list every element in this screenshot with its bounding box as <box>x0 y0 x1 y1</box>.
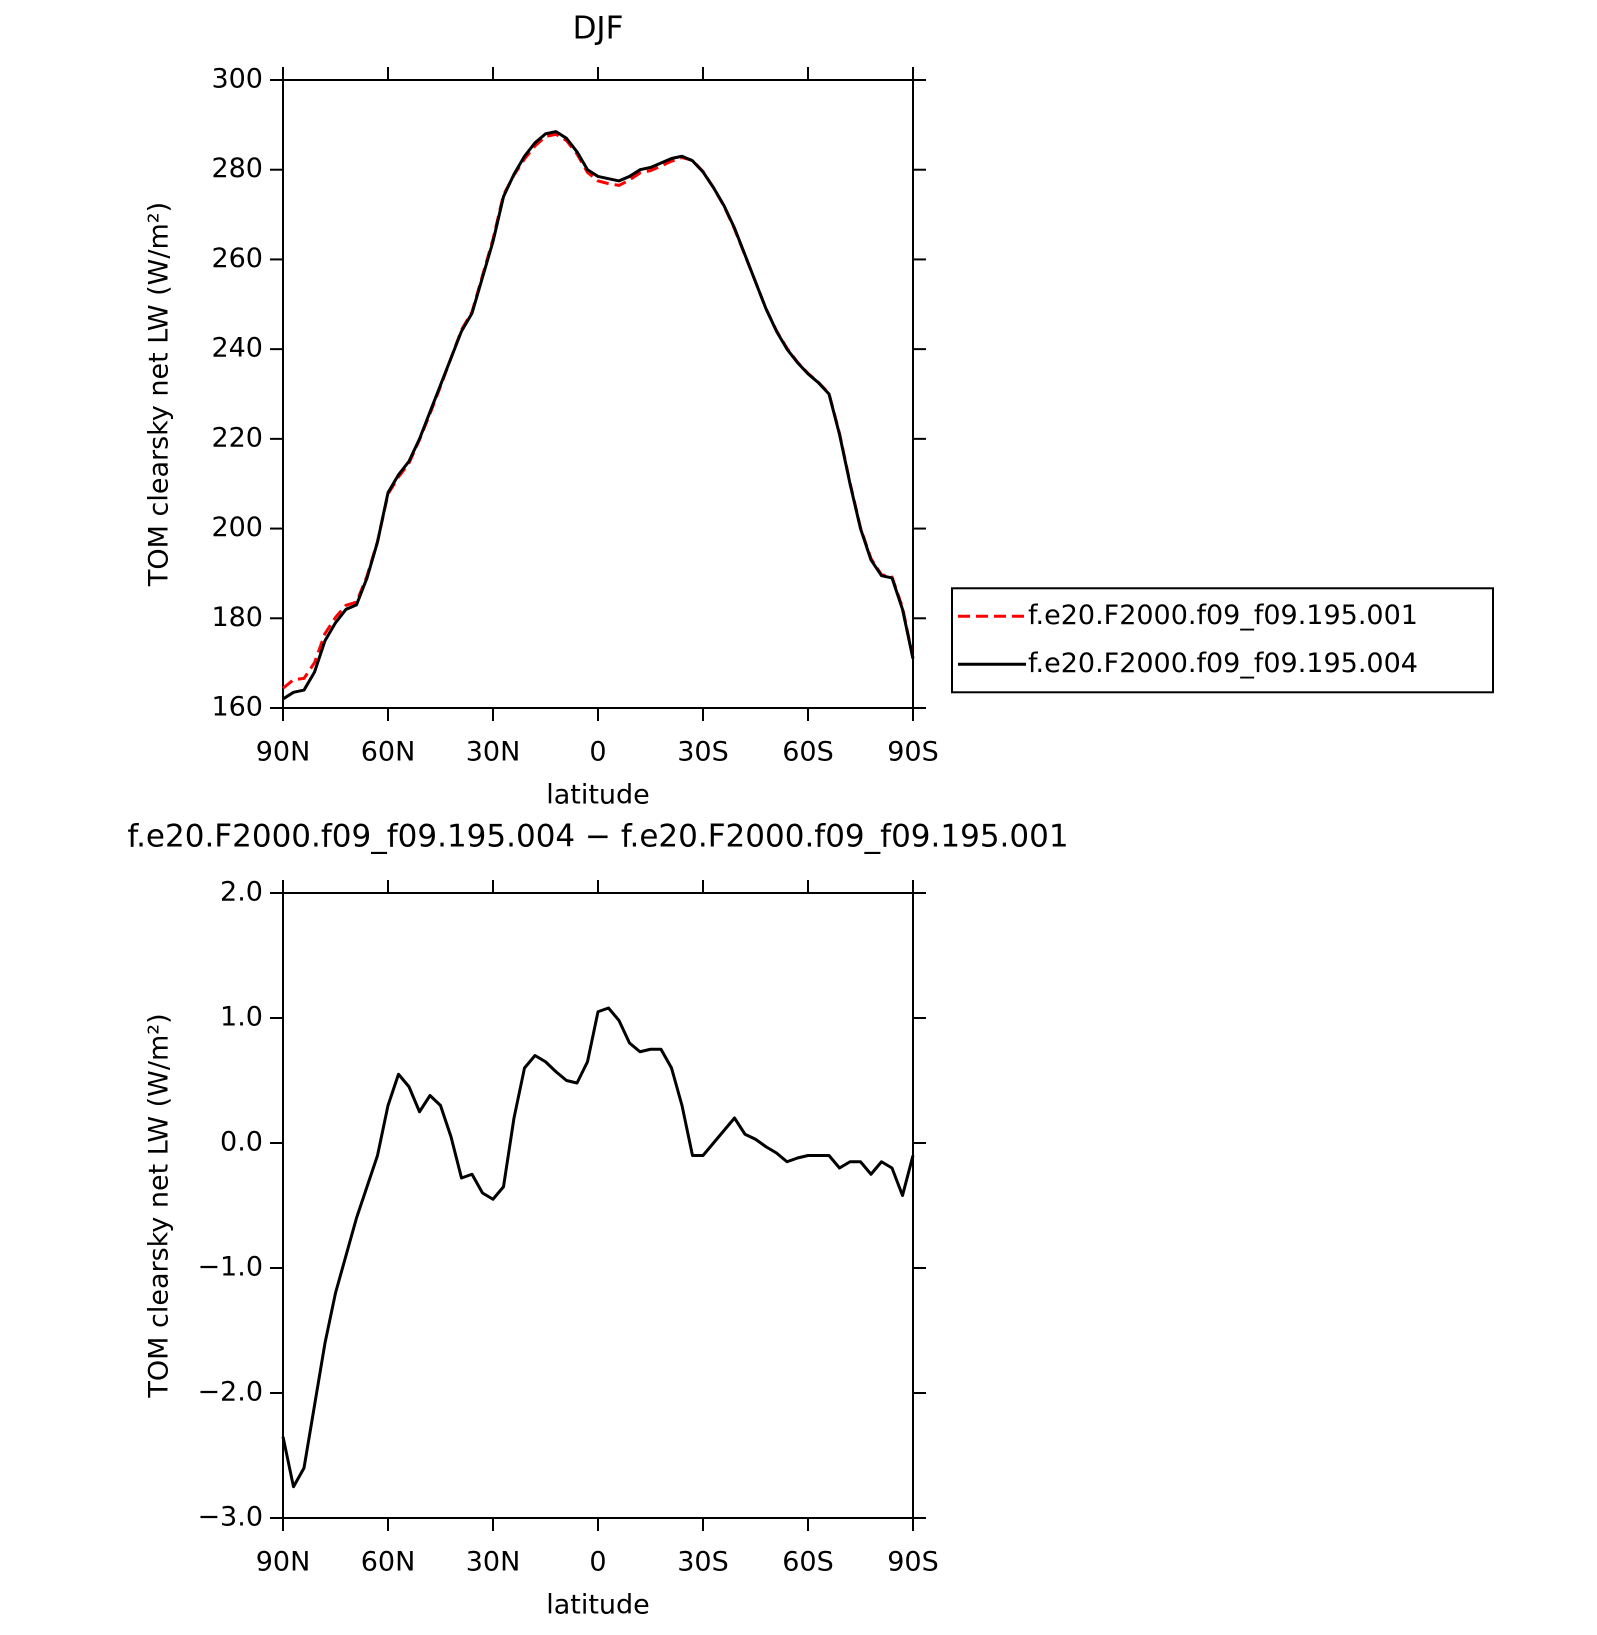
x-tick-label: 90N <box>256 737 311 768</box>
y-axis-label: TOM clearsky net LW (W/m²) <box>144 202 175 587</box>
x-tick-label: 90S <box>887 1547 939 1578</box>
x-tick-label: 30N <box>466 737 521 768</box>
x-tick-label: 90S <box>887 737 939 768</box>
chart-title: DJF <box>573 11 624 47</box>
data-line <box>282 130 915 701</box>
y-tick-label: 240 <box>211 333 263 364</box>
x-axis-label: latitude <box>546 1590 650 1621</box>
y-axis-label: TOM clearsky net LW (W/m²) <box>144 1013 175 1398</box>
y-tick-label: −1.0 <box>197 1252 263 1283</box>
x-tick-label: 60S <box>782 737 834 768</box>
y-tick-label: 1.0 <box>220 1002 263 1033</box>
x-tick-label: 60N <box>361 1547 416 1578</box>
x-tick-label: 30N <box>466 1547 521 1578</box>
y-tick-label: 300 <box>211 64 263 95</box>
x-tick-label: 0 <box>589 737 606 768</box>
legend-box <box>951 587 1494 694</box>
x-axis-label: latitude <box>546 780 650 811</box>
y-tick-label: 0.0 <box>220 1127 263 1158</box>
y-tick-label: 260 <box>211 243 263 274</box>
x-tick-label: 30S <box>677 1547 729 1578</box>
legend-label: f.e20.F2000.f09_f09.195.004 <box>1028 648 1418 679</box>
x-tick-label: 30S <box>677 737 729 768</box>
chart-title: f.e20.F2000.f09_f09.195.004 − f.e20.F200… <box>127 819 1068 855</box>
legend-label: f.e20.F2000.f09_f09.195.001 <box>1028 600 1418 631</box>
y-tick-label: 160 <box>211 692 263 723</box>
x-tick-label: 0 <box>589 1547 606 1578</box>
y-tick-label: 220 <box>211 422 263 453</box>
y-tick-label: 280 <box>211 153 263 184</box>
x-tick-label: 60S <box>782 1547 834 1578</box>
data-line <box>281 1006 915 1489</box>
x-tick-label: 60N <box>361 737 416 768</box>
y-tick-label: −3.0 <box>197 1502 263 1533</box>
x-tick-label: 90N <box>256 1547 311 1578</box>
y-tick-label: −2.0 <box>197 1377 263 1408</box>
y-tick-label: 2.0 <box>220 877 263 908</box>
y-tick-label: 200 <box>211 512 263 543</box>
y-tick-label: 180 <box>211 602 263 633</box>
